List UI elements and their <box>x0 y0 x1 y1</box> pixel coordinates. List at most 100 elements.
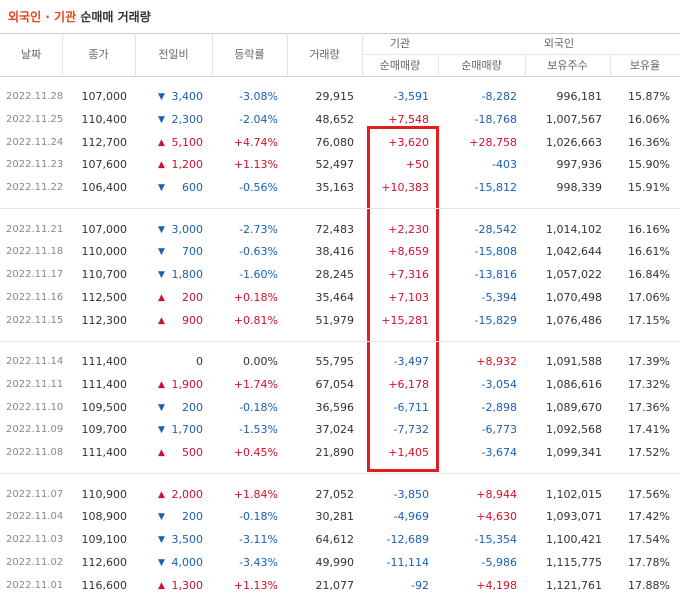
cell: 1,800 <box>171 268 204 281</box>
cell: 997,936 <box>556 158 603 172</box>
subheader-cell: 보유율 <box>629 59 661 72</box>
cell: 17.15% <box>628 313 670 327</box>
cell: 109,700 <box>81 423 128 437</box>
cell: 109,100 <box>81 533 128 546</box>
cell: -0.63% <box>239 245 278 259</box>
date: 2022.11.22 <box>6 182 64 193</box>
change-arrow: ▲ <box>158 448 165 458</box>
change-arrow: ▼ <box>158 557 165 568</box>
cell: -15,812 <box>474 181 517 194</box>
change-arrow: ▲ <box>158 580 165 591</box>
cell: +1,405 <box>388 446 429 459</box>
date: 2022.11.15 <box>6 314 64 326</box>
date: 2022.11.11 <box>6 378 64 390</box>
cell: 21,077 <box>315 578 355 592</box>
cell: 21,890 <box>315 446 355 459</box>
cell: -3.43% <box>239 555 278 569</box>
cell: 16.36% <box>628 135 670 149</box>
cell: 28,245 <box>315 268 355 281</box>
cell: 111,400 <box>81 355 128 368</box>
group-separator <box>0 208 680 209</box>
cell: 1,014,102 <box>546 222 602 236</box>
date: 2022.11.02 <box>6 556 64 568</box>
change-arrow: ▼ <box>158 270 165 280</box>
cell: -3.11% <box>239 533 278 546</box>
group-separator <box>0 473 680 474</box>
change-arrow: ▼ <box>158 247 165 258</box>
cell: 109,500 <box>81 400 128 414</box>
cell: 1,057,022 <box>546 268 602 281</box>
cell: +28,758 <box>469 135 517 149</box>
header-separator <box>62 33 63 76</box>
change-arrow: ▼ <box>158 425 165 436</box>
cell: +4.74% <box>233 135 278 149</box>
cell: +10,383 <box>381 181 429 194</box>
cell: +0.81% <box>233 313 278 327</box>
cell: 38,416 <box>315 245 355 259</box>
cell: 112,300 <box>81 313 128 327</box>
cell: -3,497 <box>393 355 429 368</box>
cell: +7,103 <box>388 290 429 304</box>
cell: 55,795 <box>315 355 355 368</box>
cell: +0.18% <box>233 290 278 304</box>
header-separator <box>525 54 526 76</box>
cell: 200 <box>182 290 203 304</box>
cell: -6,773 <box>481 423 517 437</box>
cell: 1,300 <box>171 578 204 592</box>
cell: -2,898 <box>481 400 517 414</box>
cell: 17.78% <box>628 555 670 569</box>
cell: 30,281 <box>315 510 355 524</box>
cell: -1.53% <box>239 423 278 437</box>
cell: -11,114 <box>386 555 429 569</box>
cell: 1,092,568 <box>546 423 602 437</box>
cell: 108,900 <box>81 510 128 524</box>
cell: -92 <box>411 578 429 592</box>
header-cell: 날짜 <box>20 48 42 61</box>
header-cell: 전일비 <box>158 48 189 61</box>
cell: 110,400 <box>81 112 128 126</box>
cell: 16.61% <box>628 245 670 259</box>
header-separator <box>135 33 136 76</box>
cell: 1,007,567 <box>546 112 602 126</box>
date: 2022.11.25 <box>6 113 64 125</box>
change-arrow: ▼ <box>158 402 165 413</box>
change-arrow: ▲ <box>158 137 165 148</box>
cell: 17.39% <box>628 355 670 368</box>
cell: +8,944 <box>476 487 517 501</box>
cell: 2,300 <box>171 112 204 126</box>
cell: 111,400 <box>81 446 128 459</box>
cell: 1,070,498 <box>546 290 602 304</box>
cell: -0.18% <box>239 400 278 414</box>
cell: +0.45% <box>233 446 278 459</box>
cell: -15,354 <box>474 533 517 546</box>
cell: 1,076,486 <box>546 313 602 327</box>
cell: 998,339 <box>556 181 603 194</box>
date: 2022.11.24 <box>6 136 64 148</box>
date: 2022.11.23 <box>6 159 64 171</box>
header-separator <box>212 33 213 76</box>
header-bottom <box>0 76 680 77</box>
cell: +8,659 <box>388 245 429 259</box>
date: 2022.11.01 <box>6 579 64 591</box>
cell: 1,115,775 <box>546 555 602 569</box>
cell: +1.13% <box>233 578 278 592</box>
cell: 107,600 <box>81 158 128 172</box>
cell: 112,700 <box>81 135 128 149</box>
date: 2022.11.18 <box>6 246 64 258</box>
cell: 3,000 <box>171 222 204 236</box>
cell: -3,850 <box>393 487 429 501</box>
cell: 17.56% <box>628 487 670 501</box>
cell: 2,000 <box>171 487 204 501</box>
cell: 1,700 <box>171 423 204 437</box>
cell: 1,900 <box>171 377 204 391</box>
cell: 996,181 <box>556 90 603 103</box>
cell: +8,932 <box>476 355 517 368</box>
cell: 3,500 <box>171 533 204 546</box>
cell: 64,612 <box>315 533 355 546</box>
header-separator <box>438 54 439 76</box>
cell: -12,689 <box>386 533 429 546</box>
date: 2022.11.17 <box>6 269 64 280</box>
cell: 16.06% <box>628 112 670 126</box>
cell: 15.87% <box>628 90 670 103</box>
header-institution: 기관 <box>389 37 411 50</box>
